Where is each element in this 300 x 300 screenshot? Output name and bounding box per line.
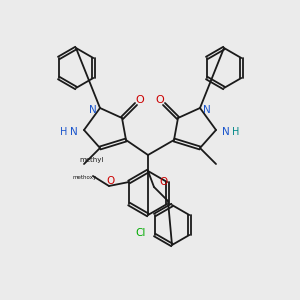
Text: O: O bbox=[160, 177, 168, 187]
Text: Cl: Cl bbox=[136, 228, 146, 238]
Text: N: N bbox=[222, 127, 230, 137]
Text: N: N bbox=[203, 105, 211, 115]
Text: O: O bbox=[156, 95, 164, 105]
Text: methoxy: methoxy bbox=[73, 176, 97, 181]
Text: N: N bbox=[89, 105, 97, 115]
Text: methyl: methyl bbox=[80, 157, 104, 163]
Text: H: H bbox=[60, 127, 68, 137]
Text: O: O bbox=[107, 176, 115, 186]
Text: N: N bbox=[70, 127, 78, 137]
Text: O: O bbox=[136, 95, 144, 105]
Text: H: H bbox=[232, 127, 240, 137]
